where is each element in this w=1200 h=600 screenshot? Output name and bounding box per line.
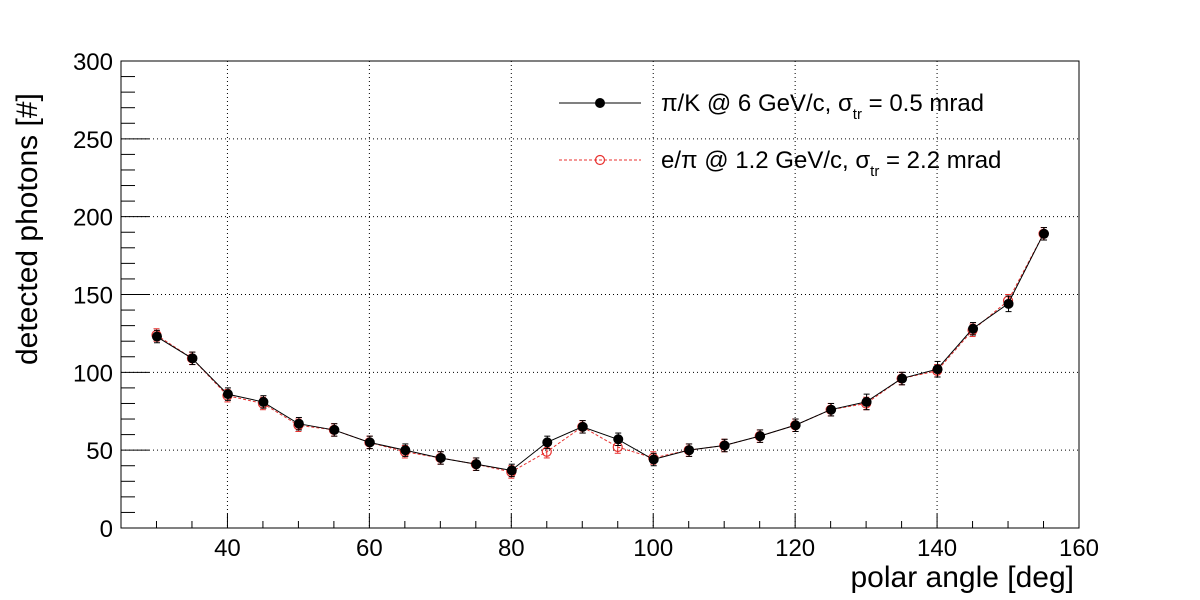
data-point [790,420,801,431]
x-axis-title: polar angle [deg] [850,561,1074,594]
y-tick-label: 150 [73,283,113,310]
data-point [471,459,482,470]
y-tick-label: 300 [73,49,113,76]
legend-label-main: e/π @ 1.2 GeV/c, σ [661,147,870,174]
data-point [329,424,340,435]
data-point [968,323,979,334]
data-point [400,445,411,456]
x-tick-label: 120 [775,535,815,562]
legend-label-tail: = 2.2 mrad [879,147,1001,174]
data-point [826,404,837,415]
data-point [1039,228,1050,239]
y-tick-label: 250 [73,127,113,154]
data-point [613,434,624,445]
y-tick-label: 0 [100,516,113,543]
series-layer [151,227,1050,479]
legend-marker [594,154,606,166]
x-tick-label: 40 [214,535,241,562]
axes: 40 60 80 100 120 140 160 0 50 100 150 200 250 300 [73,49,1099,562]
y-axis-title: detected photons [#] [11,93,44,365]
legend-label-subscript: tr [870,163,879,180]
series-1 [151,227,1050,478]
x-tick-label: 160 [1059,535,1099,562]
data-point [1003,298,1014,309]
data-point [222,389,233,400]
x-tick-label: 140 [917,535,957,562]
data-point [364,437,375,448]
data-point [577,421,588,432]
data-point [684,445,695,456]
legend-marker [595,98,605,108]
x-tick-label: 80 [498,535,525,562]
y-tick-label: 50 [86,438,113,465]
legend-label: e/π @ 1.2 GeV/c, σtr = 2.2 mrad [661,147,1001,180]
legend-label-tail: = 0.5 mrad [862,90,984,117]
data-point [648,454,659,465]
legend-label-subscript: tr [853,106,862,123]
legend-label-main: π/K @ 6 GeV/c, σ [661,90,853,117]
x-tick-label: 60 [356,535,383,562]
data-point [897,373,908,384]
data-point [293,418,304,429]
data-point [187,353,198,364]
data-point [435,452,446,463]
series-line [156,233,1044,471]
data-point [151,331,162,342]
data-point [861,396,872,407]
data-point [932,364,943,375]
data-point [542,437,553,448]
x-tick-label: 100 [633,535,673,562]
y-tick-label: 100 [73,360,113,387]
data-point [258,396,269,407]
data-point [506,465,517,476]
legend-label: π/K @ 6 GeV/c, σtr = 0.5 mrad [661,90,984,123]
data-point [755,431,766,442]
y-tick-label: 200 [73,205,113,232]
series-line [156,233,1044,473]
data-point [719,440,730,451]
